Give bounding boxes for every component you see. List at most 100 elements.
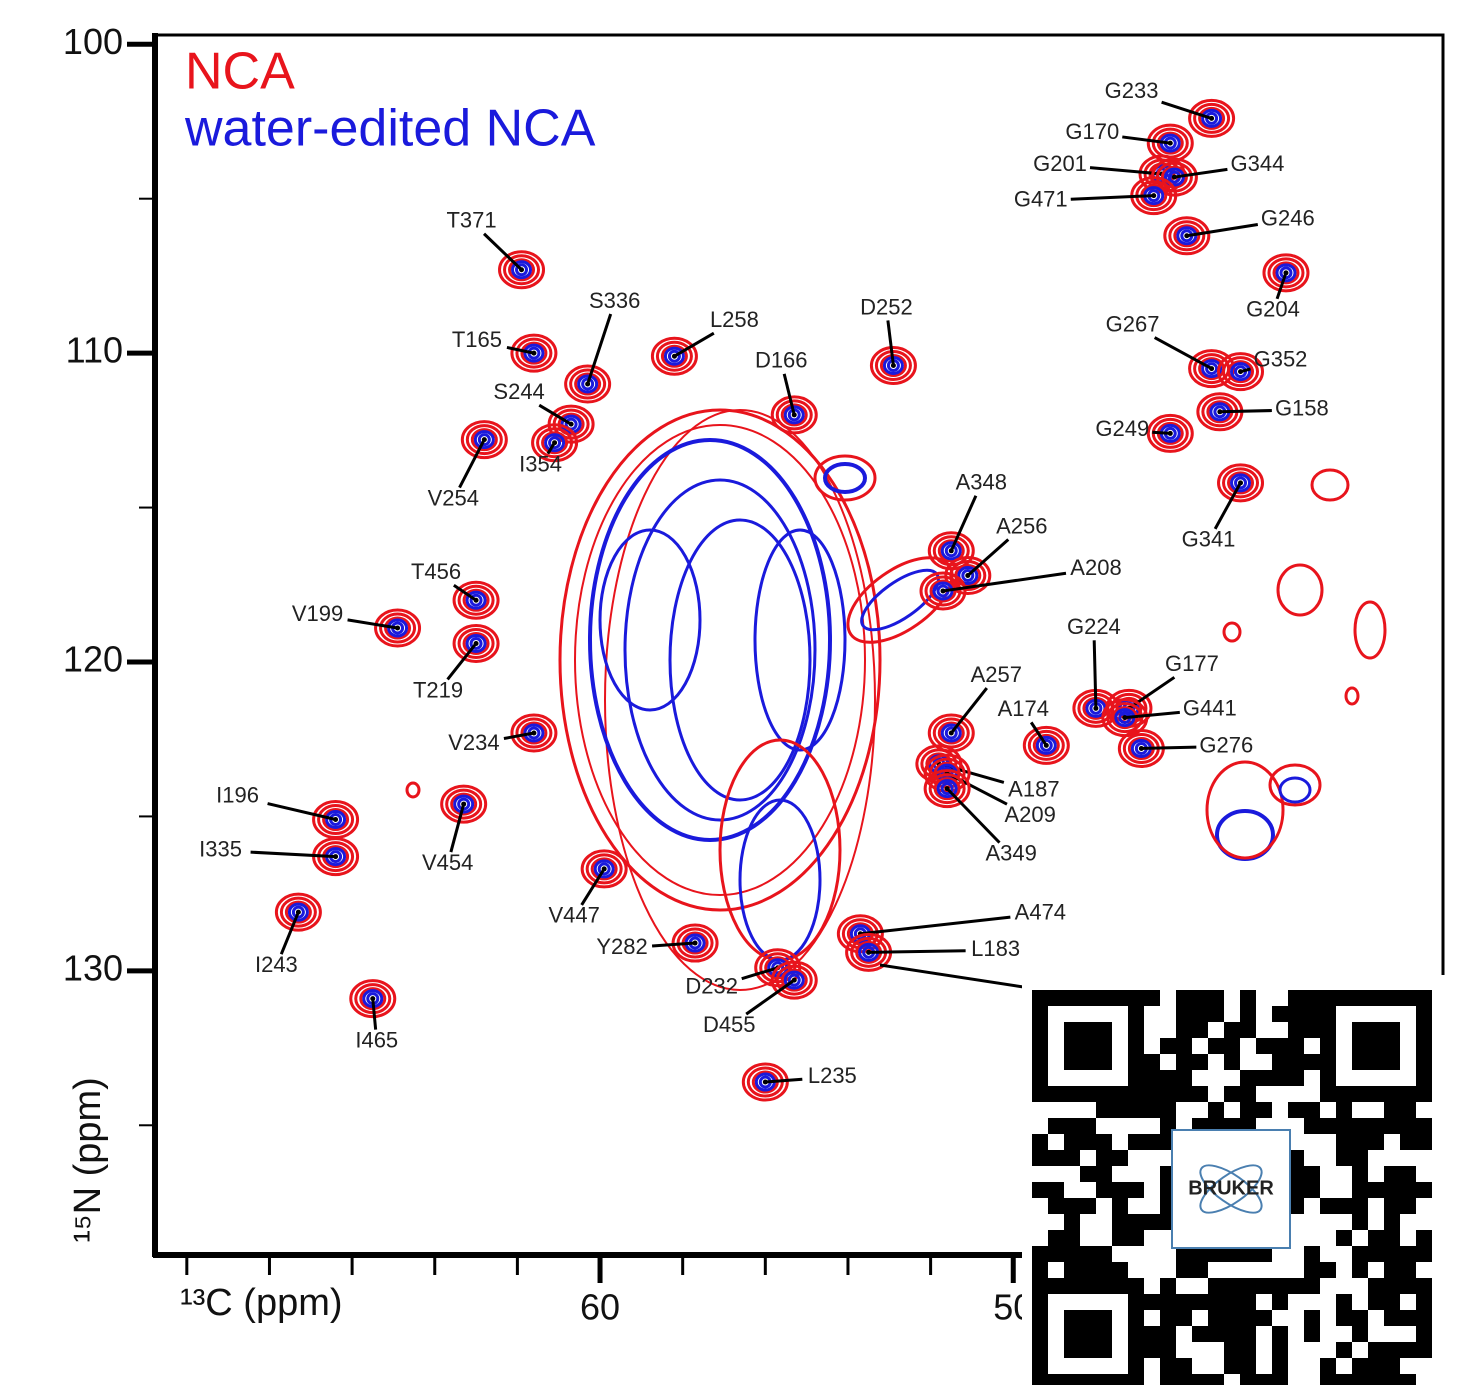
peak-label: T219 bbox=[413, 677, 463, 702]
qr-module bbox=[1048, 1182, 1064, 1198]
qr-module bbox=[1336, 1102, 1352, 1118]
contour bbox=[738, 798, 822, 962]
qr-module bbox=[1048, 1086, 1064, 1102]
peak-label: D232 bbox=[685, 974, 738, 999]
contour-ring bbox=[569, 368, 607, 400]
qr-module bbox=[1144, 1294, 1160, 1310]
qr-module bbox=[1336, 1310, 1352, 1326]
peak bbox=[564, 364, 612, 404]
qr-module bbox=[1288, 1038, 1304, 1054]
qr-module bbox=[1176, 1262, 1192, 1278]
qr-module bbox=[1352, 1134, 1368, 1150]
qr-module bbox=[1128, 1294, 1144, 1310]
contour-ring bbox=[957, 566, 979, 586]
contour-ring bbox=[593, 859, 615, 879]
qr-module bbox=[1032, 1182, 1048, 1198]
qr-module bbox=[1416, 990, 1432, 1006]
qr-module bbox=[1064, 1278, 1080, 1294]
qr-module bbox=[1032, 1038, 1048, 1054]
qr-logo-orbit bbox=[1199, 1164, 1263, 1214]
qr-module bbox=[1208, 1102, 1224, 1118]
qr-module bbox=[1352, 1246, 1368, 1262]
qr-module bbox=[1064, 1214, 1080, 1230]
contour-ring bbox=[379, 612, 417, 644]
qr-module bbox=[1288, 1182, 1304, 1198]
qr-module bbox=[1128, 1102, 1144, 1118]
qr-module bbox=[1160, 1358, 1176, 1374]
qr-module bbox=[1320, 990, 1336, 1006]
qr-module bbox=[1208, 1278, 1224, 1294]
contour-ring bbox=[510, 713, 558, 753]
contour-ring bbox=[284, 900, 312, 924]
contour bbox=[1353, 600, 1387, 660]
contour-ring bbox=[465, 590, 487, 610]
contour bbox=[588, 438, 832, 842]
leader-line bbox=[949, 495, 978, 552]
qr-module bbox=[1384, 1358, 1400, 1374]
qr-module bbox=[1096, 1374, 1112, 1385]
qr-module bbox=[1240, 1022, 1256, 1038]
y-tick-label: 130 bbox=[63, 947, 123, 988]
qr-module bbox=[1032, 1054, 1048, 1070]
qr-module bbox=[1080, 1054, 1096, 1070]
peak-label: G204 bbox=[1246, 297, 1300, 322]
contour-ring bbox=[1201, 359, 1223, 379]
qr-module bbox=[1384, 1054, 1400, 1070]
qr-module bbox=[1048, 1118, 1064, 1134]
qr-module bbox=[1240, 1358, 1256, 1374]
contour-ring bbox=[770, 960, 818, 1000]
qr-module bbox=[1400, 1374, 1416, 1385]
qr-module bbox=[1112, 1278, 1128, 1294]
qr-module bbox=[1064, 1374, 1080, 1385]
contour-ring bbox=[279, 896, 317, 928]
contour-ring bbox=[581, 377, 595, 391]
peak-label: G441 bbox=[1183, 695, 1237, 720]
qr-module bbox=[1192, 1374, 1208, 1385]
contour-ring bbox=[927, 713, 975, 753]
qr-module bbox=[1288, 990, 1304, 1006]
peak-label: G177 bbox=[1165, 651, 1219, 676]
contour-ring bbox=[660, 344, 688, 368]
qr-code: BRUKER bbox=[1022, 975, 1463, 1385]
qr-module bbox=[1128, 1342, 1144, 1358]
leader-line bbox=[1240, 367, 1251, 374]
contour-ring bbox=[317, 804, 355, 836]
qr-module bbox=[1384, 1022, 1400, 1038]
leader-line bbox=[741, 966, 779, 981]
qr-module bbox=[1064, 1262, 1080, 1278]
qr-module bbox=[1384, 1310, 1400, 1326]
qr-logo-box bbox=[1171, 1129, 1291, 1249]
qr-module bbox=[1272, 1038, 1288, 1054]
qr-module bbox=[1384, 990, 1400, 1006]
qr-module bbox=[1160, 1278, 1176, 1294]
legend-entry: water-edited NCA bbox=[184, 100, 596, 158]
peak-label: D252 bbox=[860, 294, 913, 319]
qr-module bbox=[1256, 1310, 1272, 1326]
qr-module bbox=[1208, 1310, 1224, 1326]
leader-line bbox=[506, 345, 535, 355]
qr-module bbox=[1368, 1182, 1384, 1198]
qr-module bbox=[1032, 1086, 1048, 1102]
qr-module bbox=[1304, 1166, 1320, 1182]
qr-module bbox=[1144, 1070, 1160, 1086]
contour-ring bbox=[520, 341, 548, 365]
leader-line bbox=[586, 313, 613, 385]
qr-module bbox=[1384, 1262, 1400, 1278]
qr-module bbox=[1304, 1102, 1320, 1118]
qr-module bbox=[1320, 1198, 1336, 1214]
contour-ring bbox=[787, 973, 801, 987]
qr-module bbox=[1400, 1278, 1416, 1294]
contour-ring bbox=[936, 779, 958, 799]
contour-ring bbox=[541, 431, 569, 455]
peak-label: V234 bbox=[448, 730, 499, 755]
contour bbox=[823, 462, 867, 494]
qr-module bbox=[1352, 1198, 1368, 1214]
qr-module bbox=[1288, 1198, 1304, 1214]
qr-module bbox=[1160, 1294, 1176, 1310]
contour-ring bbox=[515, 337, 553, 369]
qr-module bbox=[1096, 1086, 1112, 1102]
qr-module bbox=[1304, 1054, 1320, 1070]
qr-module bbox=[1112, 1102, 1128, 1118]
qr-module bbox=[1384, 1166, 1400, 1182]
